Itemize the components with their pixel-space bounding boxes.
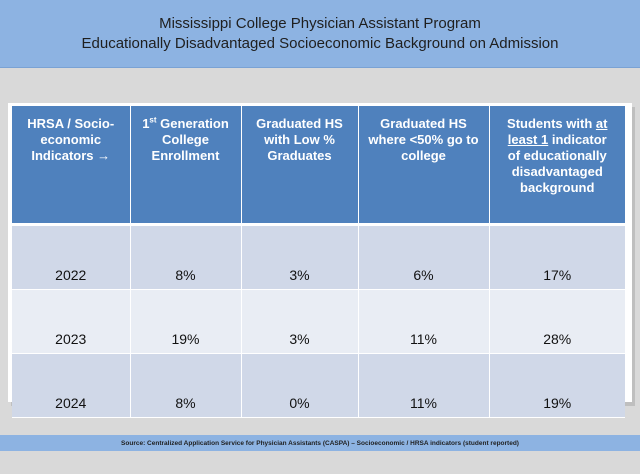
table-header-row: HRSA / Socio- economic Indicators → 1st … — [12, 106, 625, 226]
admission-indicators-table: HRSA / Socio- economic Indicators → 1st … — [12, 106, 625, 418]
header-indicators: HRSA / Socio- economic Indicators → — [12, 106, 131, 226]
any-indicator-cell: 17% — [489, 224, 625, 290]
any-indicator-cell: 28% — [489, 289, 625, 354]
title-banner: Mississippi College Physician Assistant … — [0, 0, 640, 68]
title-line-1: Mississippi College Physician Assistant … — [159, 15, 481, 32]
header-first-generation: 1st Generation College Enrollment — [130, 106, 242, 226]
table-card: HRSA / Socio- economic Indicators → 1st … — [8, 103, 632, 418]
first-generation-cell: 19% — [130, 289, 242, 354]
header-under-50-percent-college: Graduated HS where <50% go to college — [358, 106, 490, 226]
under-50-cell: 11% — [358, 353, 490, 418]
low-grad-cell: 3% — [241, 224, 359, 290]
source-footer: Source: Centralized Application Service … — [0, 435, 640, 451]
under-50-cell: 6% — [358, 224, 490, 290]
header-low-percent-graduates: Graduated HS with Low % Graduates — [241, 106, 359, 226]
any-indicator-cell: 19% — [489, 353, 625, 418]
table-row: 2022 8% 3% 6% 17% — [12, 224, 625, 290]
year-cell: 2023 — [12, 289, 131, 354]
low-grad-cell: 0% — [241, 353, 359, 418]
first-generation-cell: 8% — [130, 224, 242, 290]
first-generation-cell: 8% — [130, 353, 242, 418]
year-cell: 2024 — [12, 353, 131, 418]
year-cell: 2022 — [12, 224, 131, 290]
under-50-cell: 11% — [358, 289, 490, 354]
low-grad-cell: 3% — [241, 289, 359, 354]
header-at-least-one-indicator: Students with at least 1 indicator of ed… — [489, 106, 625, 226]
table-row: 2023 19% 3% 11% 28% — [12, 289, 625, 354]
table-row: 2024 8% 0% 11% 19% — [12, 353, 625, 418]
title-line-2: Educationally Disadvantaged Socioeconomi… — [81, 35, 559, 52]
